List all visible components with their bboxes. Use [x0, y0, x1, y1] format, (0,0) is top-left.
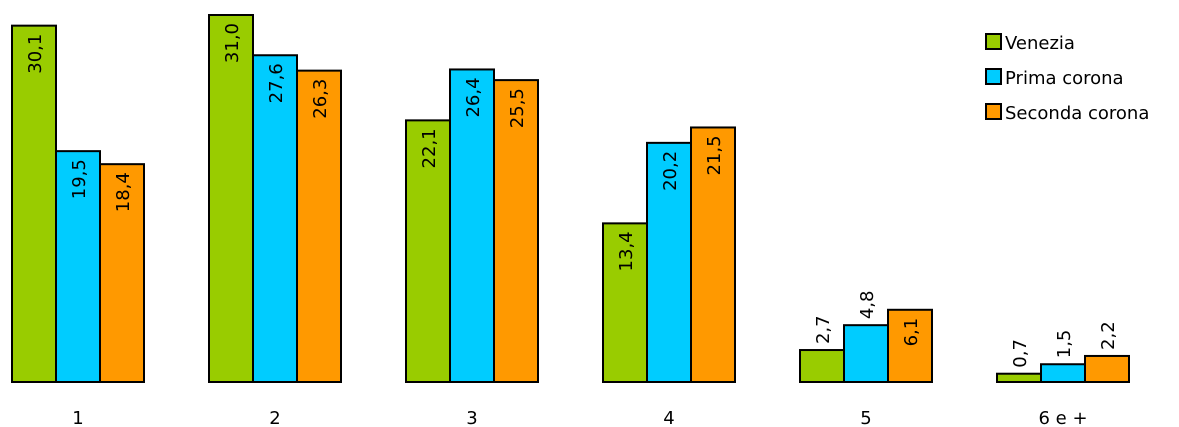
- bar-venezia-6-e: [996, 372, 1042, 383]
- bars-layer: [11, 14, 1130, 384]
- value-label-prima-corona-5: 4,8: [857, 291, 878, 320]
- bar-prima-corona-3: [449, 68, 495, 383]
- bar-prima-corona-5: [843, 324, 889, 383]
- bar-venezia-4: [602, 222, 648, 383]
- legend-label-seconda-corona: Seconda corona: [1005, 103, 1149, 124]
- bar-prima-corona-4: [646, 141, 692, 383]
- legend-label-venezia: Venezia: [1005, 33, 1075, 54]
- value-label-prima-corona-1: 19,5: [69, 159, 90, 199]
- value-labels-layer: 30,1 19,5 18,4 31,0 27,6 26,3 22,1 26,4 25,5 13,4…: [25, 23, 1119, 368]
- value-label-seconda-corona-5: 6,1: [901, 318, 922, 347]
- legend-swatch-prima-corona: [985, 68, 1002, 85]
- category-label-2: 2: [269, 408, 280, 427]
- value-label-seconda-corona-6-e: 2,2: [1098, 321, 1119, 350]
- value-label-prima-corona-6-e: 1,5: [1054, 330, 1075, 359]
- value-label-seconda-corona-3: 25,5: [507, 88, 528, 128]
- category-label-3: 3: [466, 408, 477, 427]
- bar-venezia-5: [799, 349, 845, 384]
- value-label-venezia-3: 22,1: [419, 128, 440, 168]
- bar-seconda-corona-3: [493, 79, 539, 383]
- value-label-prima-corona-2: 27,6: [266, 63, 287, 103]
- legend-label-prima-corona: Prima corona: [1005, 68, 1124, 89]
- legend-swatch-venezia: [985, 33, 1002, 50]
- bar-prima-corona-6-e: [1040, 363, 1086, 384]
- bar-seconda-corona-6-e: [1084, 354, 1130, 383]
- category-label-5: 5: [860, 408, 871, 427]
- bar-seconda-corona-5: [887, 308, 933, 383]
- value-label-seconda-corona-4: 21,5: [704, 135, 725, 175]
- bar-venezia-1: [11, 24, 57, 383]
- bar-venezia-2: [208, 14, 254, 383]
- value-label-prima-corona-3: 26,4: [463, 77, 484, 117]
- value-label-seconda-corona-2: 26,3: [310, 79, 331, 119]
- category-label-4: 4: [663, 408, 674, 427]
- legend: Venezia Prima corona Seconda corona: [985, 33, 1149, 124]
- value-label-venezia-2: 31,0: [222, 23, 243, 63]
- category-labels-layer: 1 2 3 4 5 6 e +: [72, 408, 1087, 427]
- legend-swatch-seconda-corona: [985, 103, 1002, 120]
- bar-prima-corona-1: [55, 150, 101, 383]
- value-label-venezia-4: 13,4: [616, 231, 637, 271]
- category-label-6-e: 6 e +: [1038, 408, 1087, 427]
- value-label-prima-corona-4: 20,2: [660, 151, 681, 191]
- bar-seconda-corona-2: [296, 69, 342, 383]
- bar-seconda-corona-1: [99, 163, 145, 383]
- value-label-venezia-1: 30,1: [25, 34, 46, 74]
- value-label-venezia-6-e: 0,7: [1010, 339, 1031, 368]
- bar-seconda-corona-4: [690, 126, 736, 383]
- bar-venezia-3: [405, 119, 451, 384]
- value-label-seconda-corona-1: 18,4: [113, 172, 134, 212]
- bar-prima-corona-2: [252, 54, 298, 383]
- category-label-1: 1: [72, 408, 83, 427]
- value-label-venezia-5: 2,7: [813, 315, 834, 344]
